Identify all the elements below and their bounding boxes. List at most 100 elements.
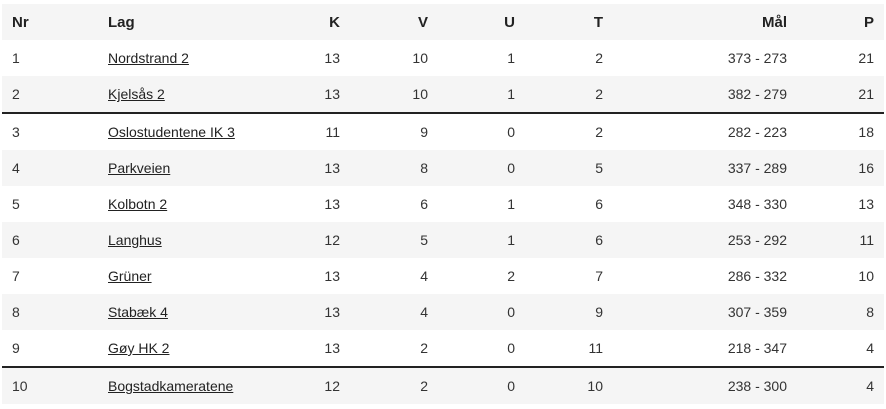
header-k: K xyxy=(288,4,350,40)
cell-mal: 373 - 273 xyxy=(613,40,797,76)
table-row: 4 Parkveien 13 8 0 5 337 - 289 16 xyxy=(2,150,884,186)
cell-p: 21 xyxy=(797,40,884,76)
cell-u: 0 xyxy=(438,330,525,368)
header-nr: Nr xyxy=(2,4,98,40)
cell-t: 2 xyxy=(525,40,613,76)
header-t: T xyxy=(525,4,613,40)
cell-nr: 5 xyxy=(2,186,98,222)
header-mal: Mål xyxy=(613,4,797,40)
cell-mal: 337 - 289 xyxy=(613,150,797,186)
cell-k: 13 xyxy=(288,150,350,186)
cell-nr: 2 xyxy=(2,76,98,114)
cell-p: 11 xyxy=(797,222,884,258)
cell-t: 5 xyxy=(525,150,613,186)
cell-v: 10 xyxy=(350,40,438,76)
cell-nr: 1 xyxy=(2,40,98,76)
cell-p: 18 xyxy=(797,113,884,150)
cell-mal: 218 - 347 xyxy=(613,330,797,368)
cell-v: 10 xyxy=(350,76,438,114)
table-row: 6 Langhus 12 5 1 6 253 - 292 11 xyxy=(2,222,884,258)
cell-k: 13 xyxy=(288,294,350,330)
cell-lag: Stabæk 4 xyxy=(98,294,288,330)
cell-t: 6 xyxy=(525,222,613,258)
cell-nr: 6 xyxy=(2,222,98,258)
cell-t: 11 xyxy=(525,330,613,368)
cell-u: 0 xyxy=(438,367,525,404)
cell-mal: 382 - 279 xyxy=(613,76,797,114)
cell-p: 16 xyxy=(797,150,884,186)
cell-v: 2 xyxy=(350,330,438,368)
cell-v: 4 xyxy=(350,258,438,294)
header-lag: Lag xyxy=(98,4,288,40)
team-link[interactable]: Kjelsås 2 xyxy=(108,86,165,102)
team-link[interactable]: Gøy HK 2 xyxy=(108,340,170,356)
table-row: 10 Bogstadkameratene 12 2 0 10 238 - 300… xyxy=(2,367,884,404)
cell-lag: Bogstadkameratene xyxy=(98,367,288,404)
cell-u: 0 xyxy=(438,294,525,330)
cell-v: 4 xyxy=(350,294,438,330)
cell-mal: 307 - 359 xyxy=(613,294,797,330)
cell-p: 21 xyxy=(797,76,884,114)
cell-lag: Oslostudentene IK 3 xyxy=(98,113,288,150)
table-row: 3 Oslostudentene IK 3 11 9 0 2 282 - 223… xyxy=(2,113,884,150)
cell-mal: 253 - 292 xyxy=(613,222,797,258)
cell-t: 7 xyxy=(525,258,613,294)
table-row: 7 Grüner 13 4 2 7 286 - 332 10 xyxy=(2,258,884,294)
cell-t: 10 xyxy=(525,367,613,404)
header-u: U xyxy=(438,4,525,40)
cell-p: 8 xyxy=(797,294,884,330)
cell-nr: 4 xyxy=(2,150,98,186)
header-row: Nr Lag K V U T Mål P xyxy=(2,4,884,40)
cell-u: 0 xyxy=(438,113,525,150)
cell-t: 2 xyxy=(525,113,613,150)
cell-mal: 238 - 300 xyxy=(613,367,797,404)
table-row: 9 Gøy HK 2 13 2 0 11 218 - 347 4 xyxy=(2,330,884,368)
cell-lag: Nordstrand 2 xyxy=(98,40,288,76)
cell-nr: 9 xyxy=(2,330,98,368)
cell-k: 13 xyxy=(288,186,350,222)
cell-v: 5 xyxy=(350,222,438,258)
team-link[interactable]: Kolbotn 2 xyxy=(108,196,168,212)
cell-v: 9 xyxy=(350,113,438,150)
cell-k: 13 xyxy=(288,258,350,294)
team-link[interactable]: Oslostudentene IK 3 xyxy=(108,124,235,140)
cell-p: 4 xyxy=(797,330,884,368)
team-link[interactable]: Stabæk 4 xyxy=(108,304,168,320)
cell-k: 12 xyxy=(288,222,350,258)
cell-t: 6 xyxy=(525,186,613,222)
cell-u: 0 xyxy=(438,150,525,186)
cell-nr: 8 xyxy=(2,294,98,330)
standings-table: Nr Lag K V U T Mål P 1 Nordstrand 2 13 1… xyxy=(2,4,884,404)
cell-u: 1 xyxy=(438,222,525,258)
team-link[interactable]: Parkveien xyxy=(108,160,171,176)
cell-t: 9 xyxy=(525,294,613,330)
cell-lag: Langhus xyxy=(98,222,288,258)
header-v: V xyxy=(350,4,438,40)
team-link[interactable]: Langhus xyxy=(108,232,162,248)
cell-lag: Kolbotn 2 xyxy=(98,186,288,222)
cell-lag: Gøy HK 2 xyxy=(98,330,288,368)
cell-v: 6 xyxy=(350,186,438,222)
table-row: 8 Stabæk 4 13 4 0 9 307 - 359 8 xyxy=(2,294,884,330)
cell-nr: 7 xyxy=(2,258,98,294)
team-link[interactable]: Bogstadkameratene xyxy=(108,378,234,394)
cell-mal: 282 - 223 xyxy=(613,113,797,150)
cell-mal: 286 - 332 xyxy=(613,258,797,294)
cell-k: 13 xyxy=(288,330,350,368)
table-row: 5 Kolbotn 2 13 6 1 6 348 - 330 13 xyxy=(2,186,884,222)
cell-u: 1 xyxy=(438,40,525,76)
cell-p: 4 xyxy=(797,367,884,404)
cell-u: 1 xyxy=(438,186,525,222)
cell-nr: 3 xyxy=(2,113,98,150)
team-link[interactable]: Grüner xyxy=(108,268,152,284)
cell-v: 8 xyxy=(350,150,438,186)
cell-u: 2 xyxy=(438,258,525,294)
cell-nr: 10 xyxy=(2,367,98,404)
cell-u: 1 xyxy=(438,76,525,114)
cell-k: 13 xyxy=(288,76,350,114)
cell-lag: Kjelsås 2 xyxy=(98,76,288,114)
cell-k: 13 xyxy=(288,40,350,76)
cell-mal: 348 - 330 xyxy=(613,186,797,222)
team-link[interactable]: Nordstrand 2 xyxy=(108,50,189,66)
header-p: P xyxy=(797,4,884,40)
